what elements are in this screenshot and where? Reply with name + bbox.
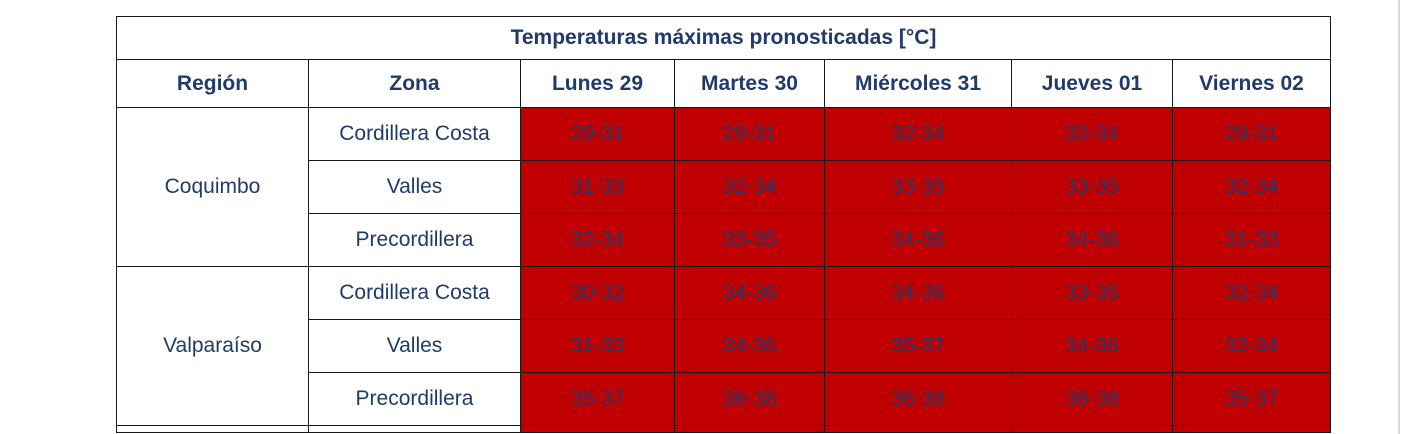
temp-cell: 32-34 [1011, 107, 1173, 161]
temp-cell-cutoff [520, 425, 675, 433]
temp-cell-cutoff [674, 425, 825, 433]
temp-cell: 36-38 [1011, 372, 1173, 426]
zone-cell: Cordillera Costa [308, 107, 521, 161]
temp-cell: 32-34 [1171, 319, 1332, 373]
column-header-day-1: Lunes 29 [520, 59, 675, 108]
temp-cell: 34-36 [674, 319, 825, 373]
temp-cell: 34-36 [824, 266, 1012, 320]
temp-cell: 35-37 [520, 372, 675, 426]
temp-cell: 33-35 [674, 213, 825, 267]
temp-cell: 32-34 [1171, 160, 1332, 214]
column-header-day-3: Miércoles 31 [824, 59, 1012, 108]
temp-cell: 32-34 [674, 160, 825, 214]
temp-cell: 29-31 [674, 107, 825, 161]
temp-cell: 32-34 [824, 107, 1012, 161]
region-cell-cutoff [116, 425, 309, 433]
zone-cell: Cordillera Costa [308, 266, 521, 320]
zone-cell: Valles [308, 319, 521, 373]
temp-cell: 34-36 [824, 213, 1012, 267]
temp-cell: 29-31 [520, 107, 675, 161]
title-row: Temperaturas máximas pronosticadas [°C] [115, 16, 1332, 60]
temp-cell-cutoff [824, 425, 1012, 433]
zone-cell: Precordillera [308, 372, 521, 426]
zone-cell-cutoff [308, 425, 521, 433]
table-row: Valparaíso Cordillera Costa 30-32 34-36 … [116, 266, 1332, 426]
temp-cell: 34-36 [674, 266, 825, 320]
column-header-day-4: Jueves 01 [1011, 59, 1173, 108]
temp-cell: 29-31 [1171, 107, 1332, 161]
table-row: Coquimbo Cordillera Costa 29-31 29-31 32… [116, 107, 1332, 267]
column-header-day-5: Viernes 02 [1171, 59, 1332, 108]
temp-cell: 34-36 [1011, 319, 1173, 373]
temp-cell: 34-36 [1011, 213, 1173, 267]
page-edge-divider [1398, 0, 1400, 434]
temp-cell: 33-35 [824, 160, 1012, 214]
region-cell: Valparaíso [116, 266, 309, 426]
forecast-table: Temperaturas máximas pronosticadas [°C] … [115, 16, 1332, 433]
column-header-region: Región [116, 59, 309, 108]
temp-cell: 31-33 [520, 319, 675, 373]
table-row: Valles 31-33 32-34 33-35 33-35 32-34 [117, 160, 1332, 214]
table-row: Valles 31-33 34-36 35-37 34-36 32-34 [117, 319, 1332, 373]
region-cell: Coquimbo [116, 107, 309, 267]
temp-cell: 31-33 [520, 160, 675, 214]
temp-cell: 31-33 [1171, 213, 1332, 267]
table-row: Precordillera 35-37 36-38 36-38 36-38 35… [117, 372, 1332, 426]
temp-cell: 36-38 [824, 372, 1012, 426]
temp-cell: 33-35 [1011, 160, 1173, 214]
temp-cell: 36-38 [674, 372, 825, 426]
temp-cell: 33-35 [1011, 266, 1173, 320]
column-header-zone: Zona [308, 59, 521, 108]
temp-cell: 35-37 [1171, 372, 1332, 426]
temp-cell-cutoff [1011, 425, 1173, 433]
table-row: Precordillera 32-34 33-35 34-36 34-36 31… [117, 213, 1332, 267]
table-row-cutoff [116, 425, 1332, 433]
temp-cell: 35-37 [824, 319, 1012, 373]
temp-cell: 32-34 [1171, 266, 1332, 320]
temp-cell: 30-32 [520, 266, 675, 320]
zone-cell: Precordillera [308, 213, 521, 267]
header-row: Región Zona Lunes 29 Martes 30 Miércoles… [116, 59, 1332, 108]
zone-cell: Valles [308, 160, 521, 214]
temp-cell: 32-34 [520, 213, 675, 267]
column-header-day-2: Martes 30 [674, 59, 825, 108]
temp-cell-cutoff [1171, 425, 1332, 433]
table-title: Temperaturas máximas pronosticadas [°C] [115, 16, 1332, 60]
